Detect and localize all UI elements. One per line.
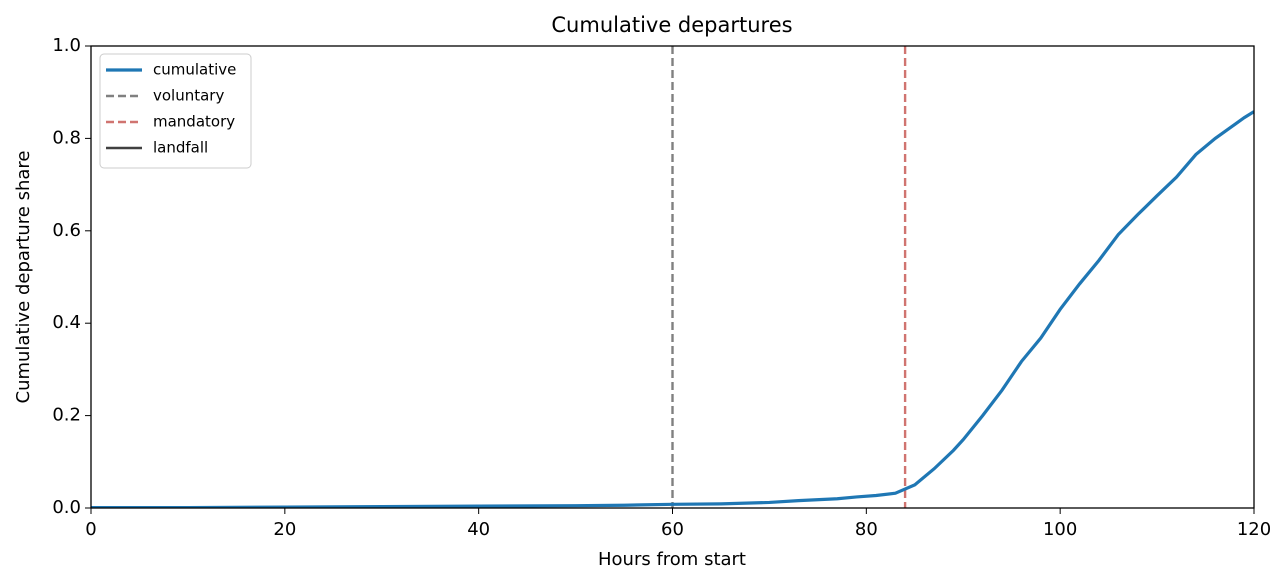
plot-frame: [90, 45, 1255, 509]
y-axis-label: Cumulative departure share: [13, 151, 34, 404]
x-tick-label: 0: [85, 519, 96, 540]
x-tick-label: 120: [1237, 519, 1271, 540]
legend-box: [99, 53, 252, 169]
y-tick-label: 0.8: [52, 127, 81, 148]
x-tick-label: 80: [855, 519, 878, 540]
x-tick-label: 40: [467, 519, 490, 540]
x-tick-label: 100: [1043, 519, 1077, 540]
x-axis-label: Hours from start: [598, 549, 746, 570]
y-tick-label: 1.0: [52, 35, 81, 56]
y-tick-label: 0.2: [52, 405, 81, 426]
legend-label: cumulative: [153, 61, 236, 79]
legend-label: voluntary: [153, 87, 224, 105]
line-series: [91, 110, 1254, 508]
legend-label: mandatory: [153, 113, 235, 131]
chart-title: Cumulative departures: [551, 13, 792, 37]
x-tick-label: 60: [661, 519, 684, 540]
y-tick-label: 0.4: [52, 312, 81, 333]
y-tick-label: 0.6: [52, 220, 81, 241]
x-tick-label: 20: [273, 519, 296, 540]
legend-label: landfall: [153, 139, 208, 157]
y-tick-label: 0.0: [52, 497, 81, 518]
